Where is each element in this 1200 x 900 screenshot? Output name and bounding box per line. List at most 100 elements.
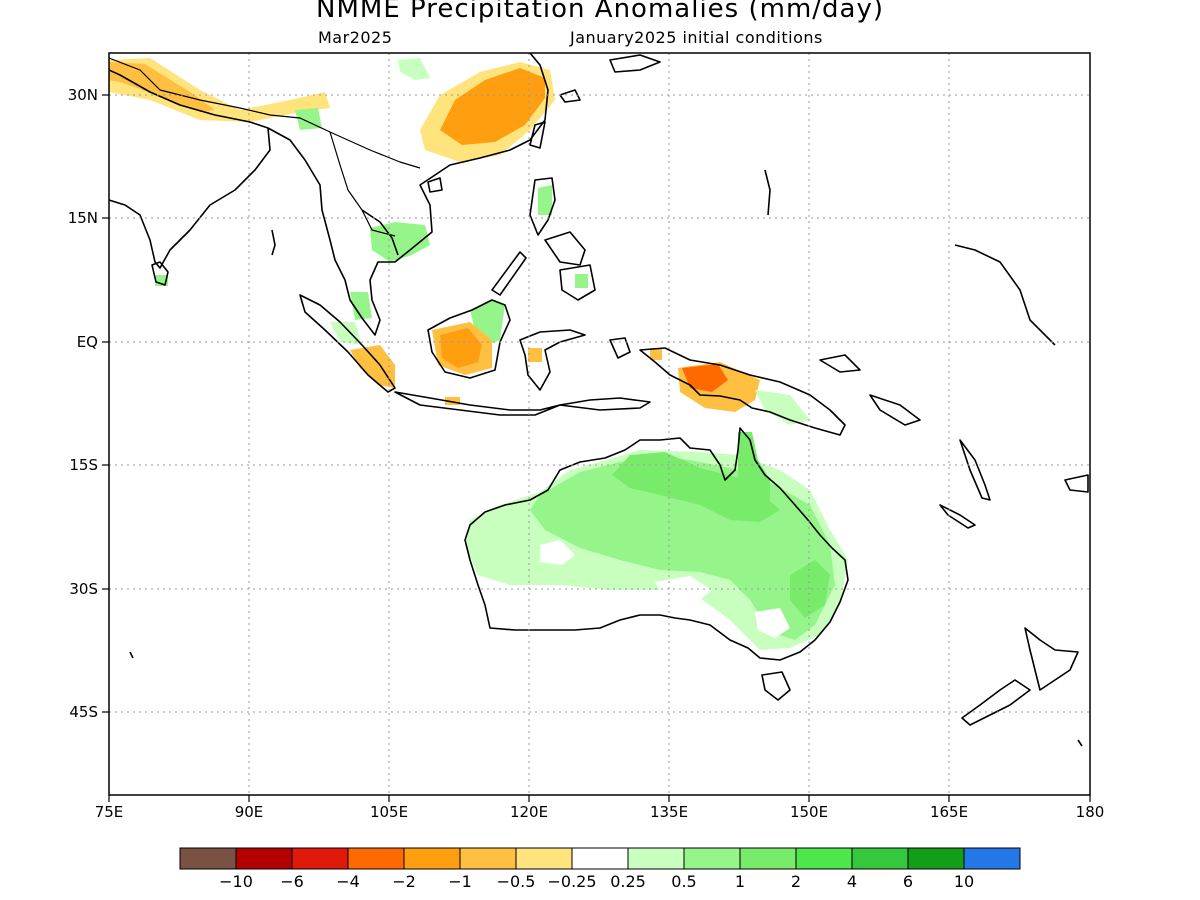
anomaly-dry-south-china-core [440,68,545,145]
coastline-moluccas [609,337,631,359]
tick-marks [102,94,1091,802]
anomaly-dry-sulawesi [528,348,542,362]
lat-label-15n: 15N [67,209,98,227]
lat-label-30s: 30S [69,580,98,598]
coastline-new-caledonia [939,504,976,529]
lat-label-45s: 45S [69,703,98,721]
coastline-thailand-gulf [361,209,399,256]
coastline-sumatra [299,294,396,393]
anomaly-dry-sumatra [350,345,395,388]
coastline-taiwan [529,121,546,149]
coastline-new-guinea [639,347,846,436]
anomaly-wet-mindanao [575,274,588,288]
colorbar-swatch-5 [459,847,517,870]
coastline-ryukyu [559,89,581,103]
coastline-india [109,69,271,269]
lon-label-180: 180 [1075,803,1105,821]
coastline-japan [609,54,661,73]
colorbar-swatch-13 [907,847,965,870]
anomaly-wet-australia-strong [612,452,780,522]
anomaly-wet-new-guinea-east [755,390,810,425]
anomaly-wet-luzon [538,185,552,215]
coastline-visayas [544,231,586,266]
border-indochina [329,131,396,237]
coastline-lesser-sunda [559,397,651,411]
coastline-palawan [491,251,527,296]
coastline-bangladesh-burma [267,127,346,281]
colorbar-label-10: 2 [790,872,802,891]
colorbar-label-12: 6 [902,872,914,891]
initial-conditions: January2025 initial conditions [570,28,823,47]
colorbar-swatch-7 [571,847,629,870]
colorbar-label-4: −1 [448,872,472,891]
lat-label-15s: 15S [69,456,98,474]
coastline-luzon [529,177,556,236]
coastline-new-britain [819,354,861,373]
anomaly-dry-himalaya [109,58,330,122]
anomaly-dry-borneo-core [440,328,482,368]
coastline-islets-west [129,651,134,659]
colorbar-swatch-2 [291,847,349,870]
lat-label-eq: EQ [76,333,98,351]
colorbar-swatch-0 [179,847,237,870]
colorbar-label-5: −0.5 [496,872,536,891]
border-south-asia [109,57,421,169]
valid-month: Mar2025 [318,28,393,47]
coastline-micronesia [954,244,1056,346]
colorbar-label-6: −0.25 [547,872,597,891]
lat-label-30n: 30N [67,86,98,104]
coastline-sri-lanka [151,261,169,286]
colorbar-swatch-3 [347,847,405,870]
coastlines [109,53,1089,747]
colorbar-swatch-1 [235,847,293,870]
colorbar-swatch-11 [795,847,853,870]
coastline-sulawesi [519,329,586,391]
anomaly-wet-australia-east [790,560,830,618]
colorbar-swatch-6 [515,847,573,870]
colorbar-label-3: −2 [392,872,416,891]
anomaly-wet-malaya [350,292,372,320]
coastline-islets-east [1077,739,1083,747]
coastline-java [394,391,561,416]
anomaly-dry-himalaya-core [109,62,215,112]
coastline-solomons [869,394,921,426]
colorbar-swatch-4 [403,847,461,870]
anomaly-wet-sumatra [330,322,362,345]
colorbar-swatch-9 [683,847,741,870]
anomaly-wet-tibet [398,58,430,80]
coastline-marianas [764,169,771,216]
lon-label-120e: 120E [509,803,549,821]
colorbar [179,847,1021,870]
lon-label-150e: 150E [789,803,829,821]
anomaly-neutral-interior [540,540,575,565]
coastline-australia [464,427,849,661]
anomaly-dry-halmahera [650,348,662,360]
lon-label-105e: 105E [369,803,409,821]
lon-label-75e: 75E [94,803,124,821]
colorbar-label-8: 0.5 [671,872,697,891]
colorbar-label-9: 1 [734,872,746,891]
colorbar-swatch-8 [627,847,685,870]
coastline-andaman [271,229,276,256]
coastline-fiji [1064,474,1089,493]
coastline-mindanao [559,264,596,301]
lon-label-90e: 90E [234,803,264,821]
colorbar-swatch-12 [851,847,909,870]
map-title: NMME Precipitation Anomalies (mm/day) [316,0,884,24]
graticule [109,53,1090,795]
coastline-borneo [427,299,511,379]
coastline-nz-south [961,679,1031,726]
coastline-tasmania [761,671,791,701]
anomaly-wet-indochina [370,222,430,262]
colorbar-label-13: 10 [953,872,975,891]
lon-label-165e: 165E [929,803,969,821]
coastline-nz-north [1024,627,1079,691]
coastline-indochina [344,53,549,336]
colorbar-label-2: −4 [336,872,360,891]
anomaly-neutral-southeast [755,608,790,638]
colorbar-swatch-14 [963,847,1021,870]
lon-label-135e: 135E [649,803,689,821]
colorbar-label-1: −6 [280,872,304,891]
anomaly-wet-cape-york [738,432,770,500]
